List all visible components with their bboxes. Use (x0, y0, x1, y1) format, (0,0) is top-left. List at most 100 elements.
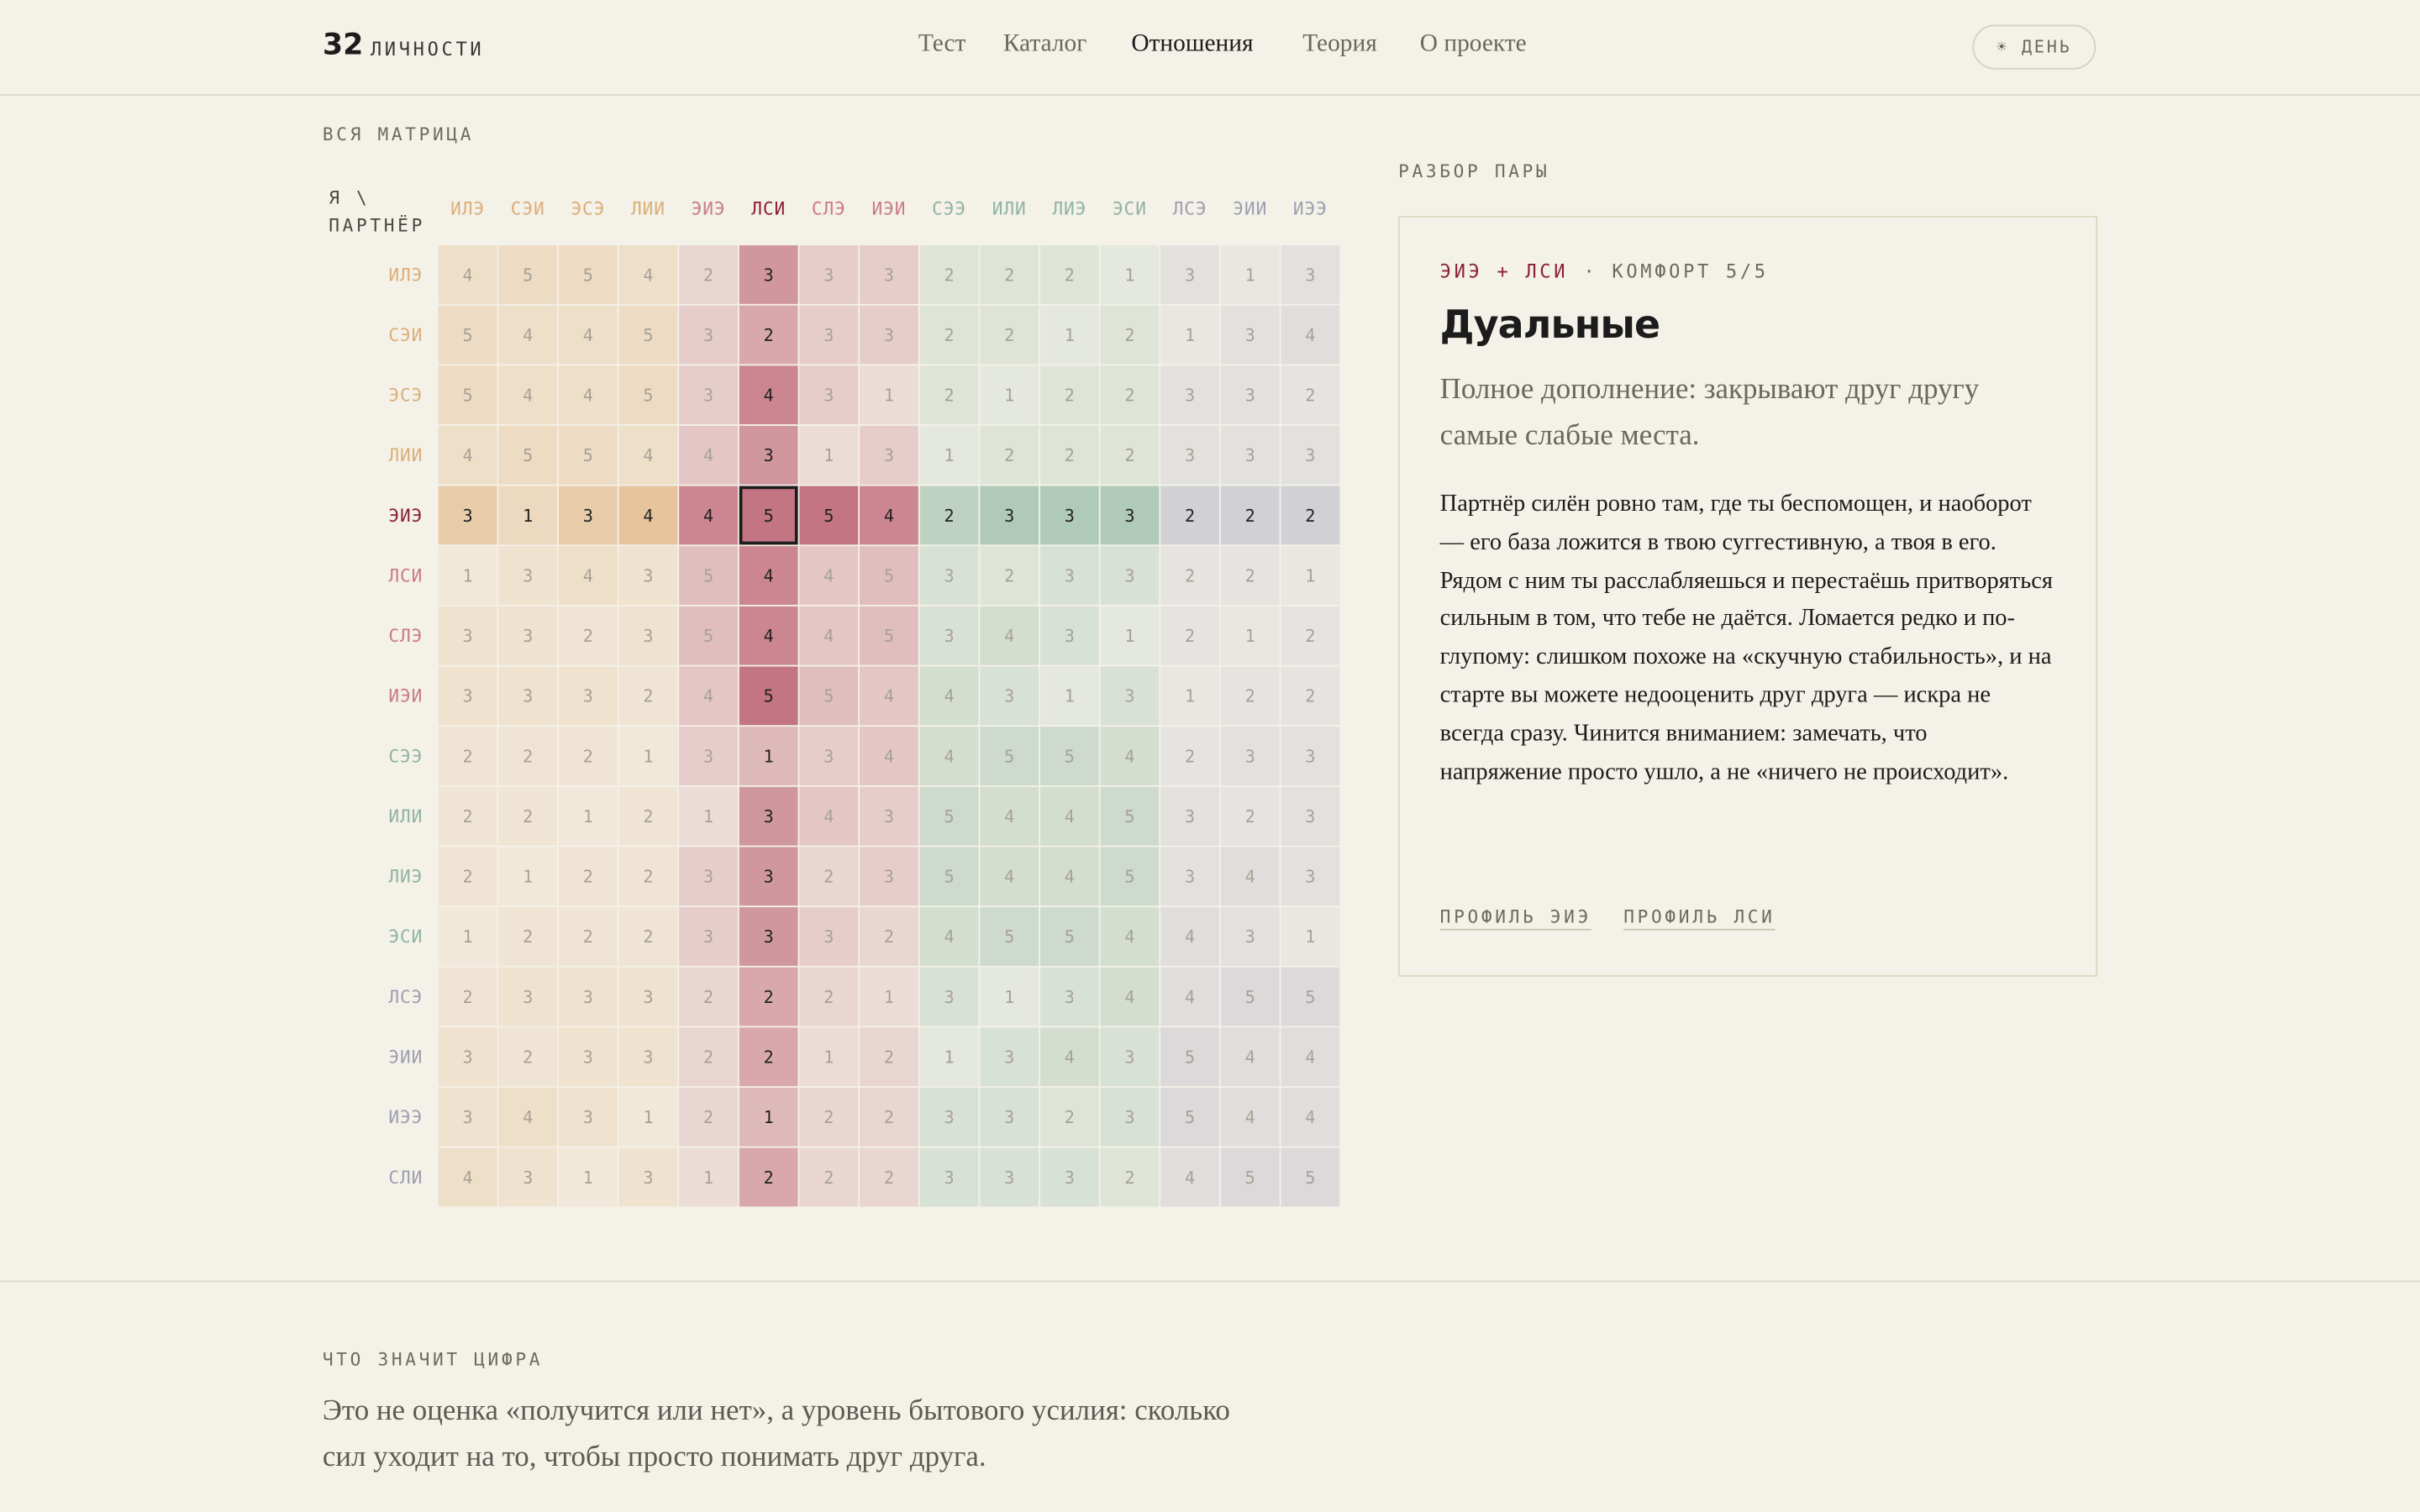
matrix-cell[interactable]: 2 (1039, 365, 1099, 425)
matrix-cell[interactable]: 4 (1100, 727, 1160, 785)
matrix-cell[interactable]: 1 (980, 365, 1039, 425)
matrix-cell[interactable]: 4 (1281, 1027, 1340, 1087)
matrix-cell[interactable]: 3 (1220, 425, 1280, 485)
matrix-cell[interactable]: 3 (739, 847, 798, 906)
matrix-cell[interactable]: 2 (980, 245, 1039, 304)
matrix-cell[interactable]: 2 (679, 967, 738, 1026)
matrix-cell[interactable]: 2 (1281, 666, 1340, 726)
matrix-cell[interactable]: 4 (799, 546, 859, 606)
matrix-cell[interactable]: 3 (1160, 847, 1220, 906)
matrix-cell[interactable]: 4 (558, 546, 618, 606)
matrix-cell[interactable]: 1 (679, 786, 738, 846)
matrix-cell[interactable]: 2 (919, 486, 979, 545)
matrix-cell[interactable]: 4 (558, 305, 618, 365)
matrix-cell[interactable]: 2 (558, 907, 618, 966)
matrix-cell[interactable]: 1 (860, 967, 918, 1026)
matrix-cell[interactable]: 1 (1281, 907, 1340, 966)
matrix-cell[interactable]: 2 (618, 786, 678, 846)
matrix-cell[interactable]: 3 (618, 1027, 678, 1087)
matrix-cell[interactable]: 3 (1039, 606, 1099, 665)
matrix-cell[interactable]: 5 (679, 546, 738, 606)
matrix-cell[interactable]: 3 (438, 486, 497, 545)
matrix-cell[interactable]: 2 (1160, 546, 1220, 606)
matrix-cell[interactable]: 2 (919, 305, 979, 365)
matrix-cell[interactable]: 3 (799, 365, 859, 425)
matrix-cell[interactable]: 1 (618, 727, 678, 785)
matrix-cell[interactable]: 3 (558, 1087, 618, 1147)
matrix-cell[interactable]: 2 (919, 365, 979, 425)
matrix-cell[interactable]: 2 (618, 907, 678, 966)
matrix-cell[interactable]: 3 (980, 1027, 1039, 1087)
matrix-cell[interactable]: 3 (438, 1027, 497, 1087)
matrix-cell[interactable]: 3 (919, 606, 979, 665)
matrix-cell[interactable]: 1 (1039, 305, 1099, 365)
matrix-cell[interactable]: 2 (438, 967, 497, 1026)
matrix-cell[interactable]: 2 (498, 1027, 558, 1087)
matrix-cell[interactable]: 2 (438, 727, 497, 785)
matrix-cell[interactable]: 1 (1281, 546, 1340, 606)
matrix-cell[interactable]: 2 (799, 1147, 859, 1207)
logo-number[interactable]: 32 (322, 28, 364, 62)
matrix-cell[interactable]: 1 (438, 546, 497, 606)
matrix-cell[interactable]: 4 (498, 365, 558, 425)
matrix-cell[interactable]: 2 (1220, 786, 1280, 846)
matrix-cell[interactable]: 5 (980, 907, 1039, 966)
matrix-cell[interactable]: 3 (679, 727, 738, 785)
matrix-cell[interactable]: 1 (919, 1027, 979, 1087)
matrix-cell[interactable]: 5 (498, 425, 558, 485)
matrix-cell[interactable]: 3 (739, 245, 798, 304)
matrix-cell[interactable]: 1 (799, 425, 859, 485)
matrix-cell[interactable]: 4 (919, 666, 979, 726)
matrix-cell[interactable]: 3 (558, 1027, 618, 1087)
matrix-cell[interactable]: 3 (1100, 486, 1160, 545)
matrix-cell[interactable]: 4 (1100, 967, 1160, 1026)
matrix-cell[interactable]: 5 (1100, 847, 1160, 906)
matrix-cell[interactable]: 1 (739, 727, 798, 785)
matrix-cell[interactable]: 5 (1281, 967, 1340, 1026)
nav-link[interactable]: Теория (1302, 30, 1377, 57)
matrix-cell[interactable]: 5 (739, 486, 798, 545)
matrix-cell[interactable]: 3 (1281, 727, 1340, 785)
matrix-cell[interactable]: 3 (739, 786, 798, 846)
matrix-cell[interactable]: 5 (1039, 727, 1099, 785)
matrix-cell[interactable]: 2 (1160, 486, 1220, 545)
matrix-cell[interactable]: 5 (1039, 907, 1099, 966)
matrix-cell[interactable]: 2 (1100, 305, 1160, 365)
matrix-cell[interactable]: 5 (799, 486, 859, 545)
matrix-cell[interactable]: 5 (919, 786, 979, 846)
matrix-cell[interactable]: 3 (980, 1087, 1039, 1147)
matrix-cell[interactable]: 3 (618, 967, 678, 1026)
matrix-cell[interactable]: 3 (1100, 546, 1160, 606)
matrix-cell[interactable]: 5 (1160, 1027, 1220, 1087)
matrix-cell[interactable]: 5 (980, 727, 1039, 785)
matrix-cell[interactable]: 3 (618, 606, 678, 665)
matrix-cell[interactable]: 3 (919, 546, 979, 606)
matrix-cell[interactable]: 4 (919, 907, 979, 966)
matrix-cell[interactable]: 5 (1220, 967, 1280, 1026)
matrix-cell[interactable]: 2 (1039, 425, 1099, 485)
matrix-cell[interactable]: 2 (1160, 727, 1220, 785)
matrix-cell[interactable]: 3 (1160, 425, 1220, 485)
matrix-cell[interactable]: 2 (1220, 666, 1280, 726)
matrix-cell[interactable]: 4 (1160, 1147, 1220, 1207)
matrix-cell[interactable]: 3 (980, 666, 1039, 726)
profile-link[interactable]: ПРОФИЛЬ ЭИЭ (1439, 906, 1591, 931)
matrix-cell[interactable]: 5 (558, 425, 618, 485)
matrix-cell[interactable]: 1 (558, 786, 618, 846)
matrix-cell[interactable]: 2 (498, 786, 558, 846)
matrix-cell[interactable]: 2 (618, 666, 678, 726)
nav-link[interactable]: О проекте (1419, 30, 1527, 57)
matrix-cell[interactable]: 3 (498, 666, 558, 726)
matrix-cell[interactable]: 5 (1160, 1087, 1220, 1147)
matrix-cell[interactable]: 3 (1160, 365, 1220, 425)
matrix-cell[interactable]: 1 (1220, 606, 1280, 665)
matrix-cell[interactable]: 1 (1039, 666, 1099, 726)
matrix-cell[interactable]: 3 (1281, 786, 1340, 846)
matrix-cell[interactable]: 4 (438, 425, 497, 485)
matrix-cell[interactable]: 4 (919, 727, 979, 785)
matrix-cell[interactable]: 3 (679, 847, 738, 906)
matrix-cell[interactable]: 2 (558, 727, 618, 785)
matrix-cell[interactable]: 2 (1281, 606, 1340, 665)
matrix-cell[interactable]: 2 (679, 1087, 738, 1147)
matrix-cell[interactable]: 4 (438, 245, 497, 304)
